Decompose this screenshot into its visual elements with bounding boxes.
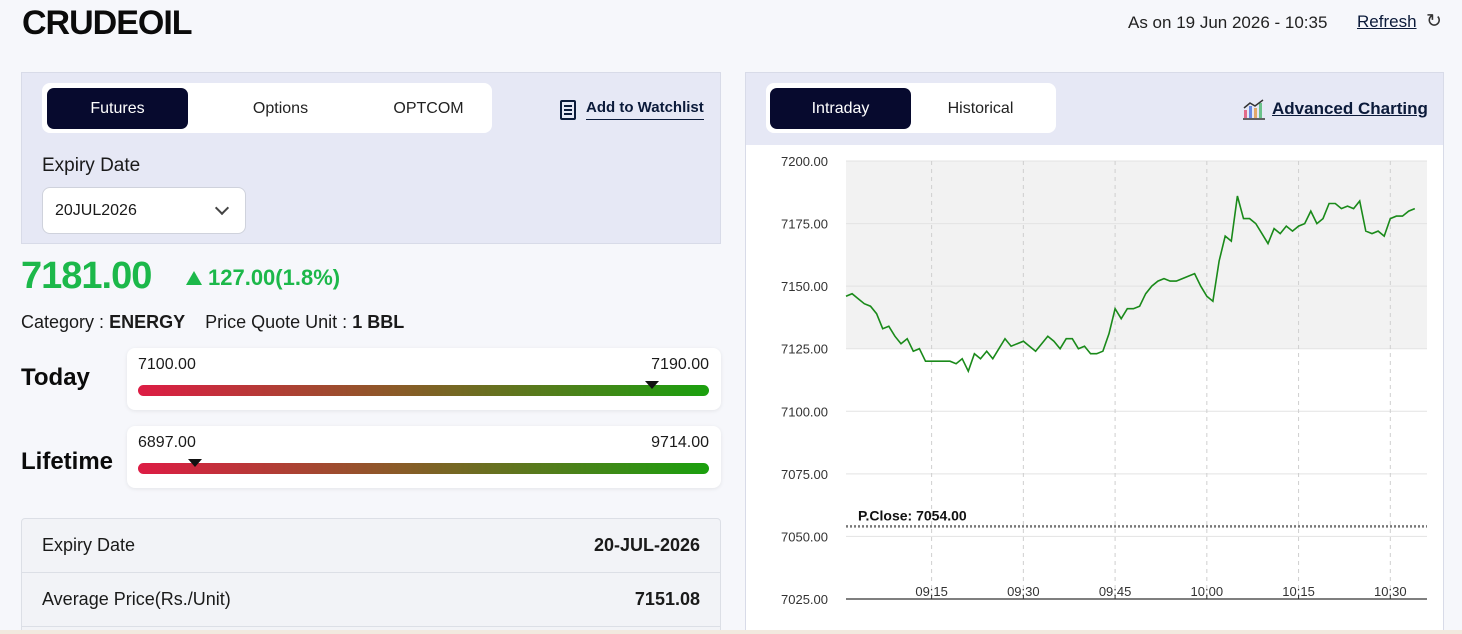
category-label: Category : (21, 312, 105, 332)
chart-tabs: Intraday Historical (766, 83, 1056, 133)
chart-plot-area (846, 161, 1427, 349)
chart-panel: Intraday Historical Advanced Charting 72… (745, 72, 1444, 634)
refresh-button[interactable]: Refresh (1357, 12, 1417, 31)
add-to-watchlist-label: Add to Watchlist (586, 99, 704, 120)
last-price: 7181.00 (21, 255, 152, 297)
tab-historical[interactable]: Historical (947, 99, 1014, 117)
today-price-marker (644, 381, 659, 389)
expiry-date-label: Expiry Date (42, 155, 141, 176)
tab-optcom[interactable]: OPTCOM (393, 99, 464, 117)
today-low: 7100.00 (138, 356, 196, 373)
up-arrow-icon (186, 271, 202, 285)
price-change: 127.00(1.8%) (186, 265, 340, 291)
y-tick-label: 7025.00 (781, 592, 828, 607)
category-info: Category : ENERGY Price Quote Unit : 1 B… (21, 312, 404, 333)
as-on-timestamp: As on 19 Jun 2026 - 10:35 (1128, 13, 1328, 32)
x-tick-label: 10:00 (1191, 584, 1224, 599)
today-high: 7190.00 (651, 356, 709, 373)
tab-intraday[interactable]: Intraday (770, 88, 911, 129)
page-bottom-border (0, 630, 1462, 634)
x-tick-label: 10:15 (1282, 584, 1315, 599)
lifetime-low: 6897.00 (138, 434, 196, 451)
lifetime-range-label: Lifetime (21, 448, 114, 475)
today-range-card: 7100.00 7190.00 (127, 348, 721, 410)
detail-value: 20-JUL-2026 (593, 535, 700, 555)
watchlist-icon (560, 99, 576, 120)
lifetime-range-bar (138, 463, 709, 474)
prev-close-label: P.Close: 7054.00 (858, 507, 967, 523)
tab-options[interactable]: Options (252, 99, 309, 117)
x-tick-label: 09:30 (1007, 584, 1040, 599)
x-tick-label: 09:45 (1099, 584, 1132, 599)
chart-header: Intraday Historical Advanced Charting (746, 73, 1443, 145)
add-to-watchlist-button[interactable]: Add to Watchlist (560, 99, 704, 120)
lifetime-range-card: 6897.00 9714.00 (127, 426, 721, 488)
contract-details-table: Expiry Date 20-JUL-2026 Average Price(Rs… (21, 518, 721, 634)
instrument-tabs: Futures Options OPTCOM (42, 83, 492, 133)
unit-label: Price Quote Unit : (205, 312, 348, 332)
price-series-line (845, 195, 1416, 374)
today-range-label: Today (21, 364, 90, 391)
contract-selector-panel: Futures Options OPTCOM Add to Watchlist … (21, 72, 721, 244)
y-tick-label: 7125.00 (781, 342, 828, 357)
y-tick-label: 7075.00 (781, 467, 828, 482)
advanced-charting-link[interactable]: Advanced Charting (1242, 98, 1428, 120)
price-change-value: 127.00(1.8%) (208, 265, 341, 290)
today-range-bar (138, 385, 709, 396)
expiry-date-value: 20JUL2026 (55, 201, 137, 219)
y-tick-label: 7150.00 (781, 279, 828, 294)
table-row: Average Price(Rs./Unit) 7151.08 (22, 573, 720, 627)
x-tick-label: 09:15 (915, 584, 948, 599)
y-tick-label: 7175.00 (781, 217, 828, 232)
advanced-charting-label: Advanced Charting (1272, 99, 1428, 118)
x-tick-label: 10:30 (1374, 584, 1407, 599)
lifetime-price-marker (188, 459, 203, 467)
refresh-icon[interactable]: ↻ (1426, 11, 1442, 32)
y-tick-label: 7100.00 (781, 404, 828, 419)
page-title: CRUDEOIL (22, 4, 193, 42)
y-tick-label: 7200.00 (781, 154, 828, 169)
table-row: Expiry Date 20-JUL-2026 (22, 519, 720, 573)
chevron-down-icon (214, 200, 230, 216)
unit-value: 1 BBL (352, 312, 405, 332)
intraday-chart: 7200.00 7175.00 7150.00 7125.00 7100.00 7075.… (781, 154, 1427, 607)
detail-label: Average Price(Rs./Unit) (42, 589, 231, 609)
category-value: ENERGY (109, 312, 186, 332)
y-tick-label: 7050.00 (781, 529, 828, 544)
detail-label: Expiry Date (42, 535, 136, 555)
chart-icon (1243, 99, 1265, 120)
detail-value: 7151.08 (634, 589, 700, 609)
tab-futures[interactable]: Futures (47, 88, 188, 129)
lifetime-high: 9714.00 (651, 434, 709, 451)
expiry-date-select[interactable]: 20JUL2026 (42, 187, 246, 234)
